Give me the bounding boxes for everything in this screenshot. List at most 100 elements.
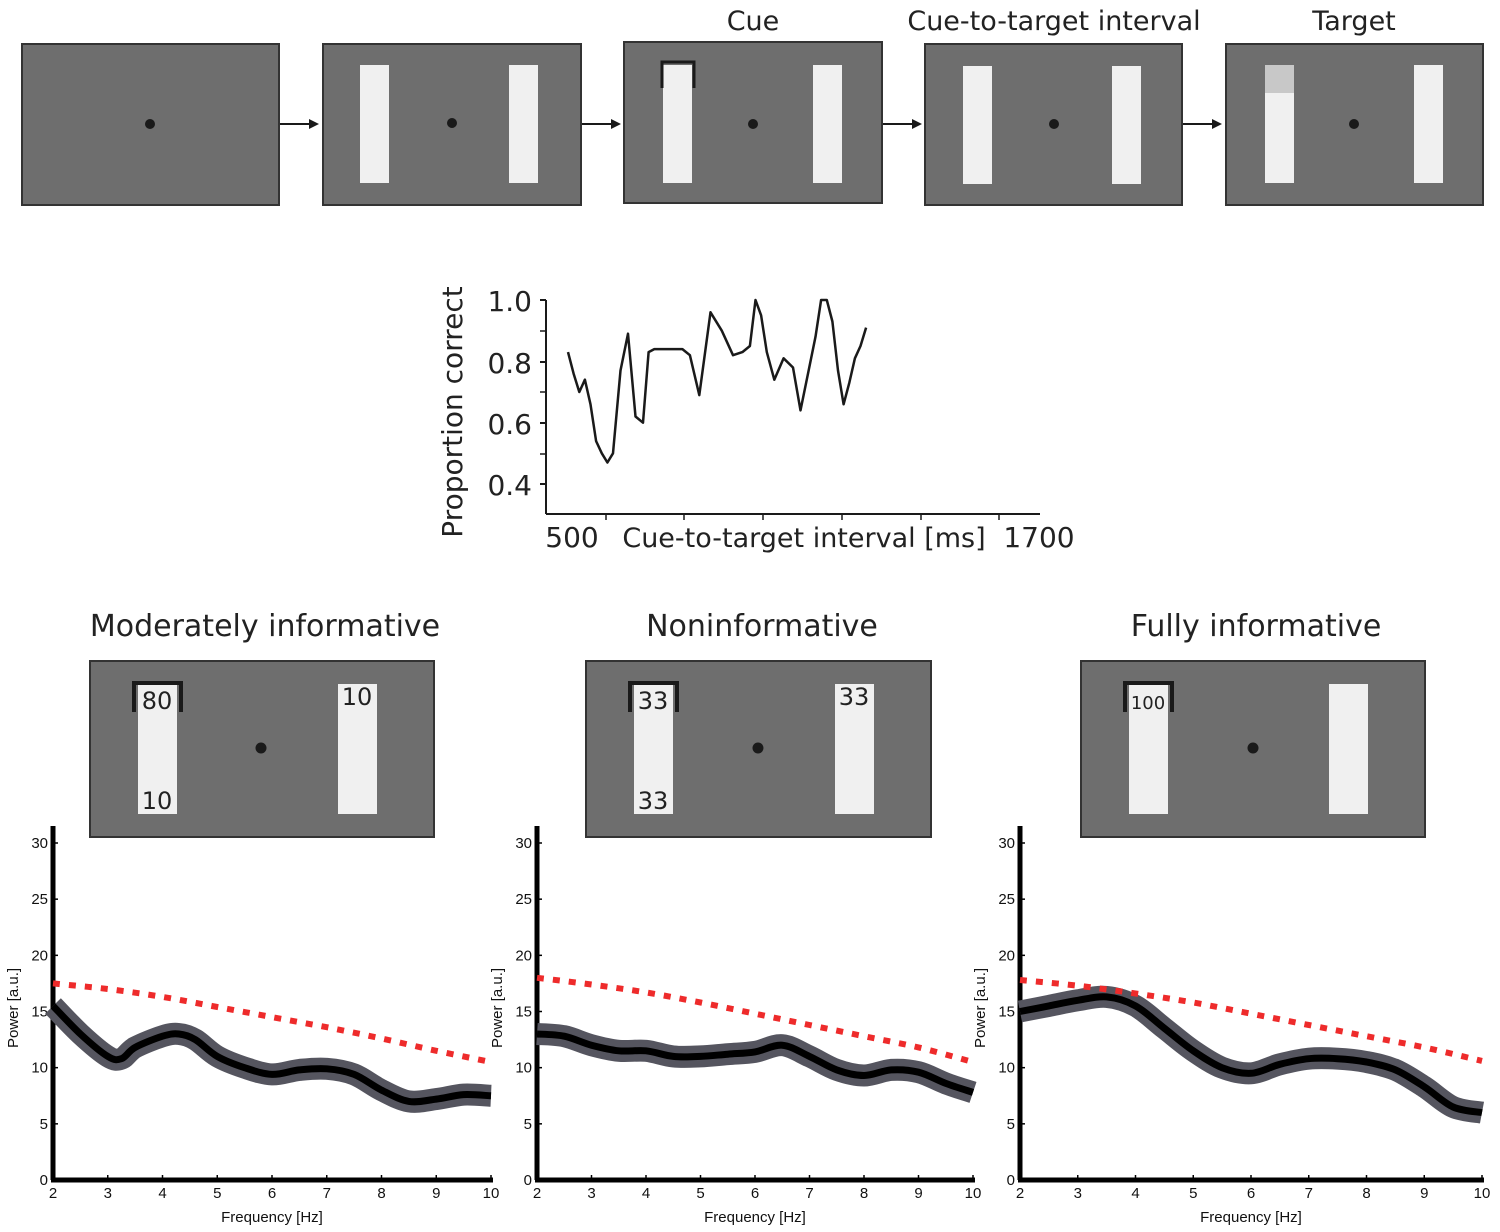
y-tick-label: 15 — [515, 1004, 532, 1021]
y-tick-label: 30 — [515, 835, 532, 852]
fixation-dot — [1049, 119, 1059, 129]
y-tick-label: 0 — [524, 1172, 532, 1189]
y-tick-label: 30 — [31, 835, 48, 852]
placeholder-right — [813, 65, 842, 183]
x-tick-label: 9 — [432, 1185, 440, 1202]
y-tick-label: 10 — [31, 1060, 48, 1077]
y-axis-label: Power [a.u.] — [5, 968, 22, 1048]
x-tick-left: 500 — [545, 521, 598, 554]
trial-sequence: Cue Cue-to-target interval Target — [21, 6, 1484, 206]
spectrum-panel-3: 0 5 10 15 20 25 30 2 3 4 5 6 7 8 9 10 Frequency [Hz] Powe… — [972, 826, 1490, 1226]
x-tick-label: 10 — [965, 1185, 982, 1202]
cued-top-probability: 100 — [1131, 693, 1165, 714]
x-tick-label: 5 — [213, 1185, 221, 1202]
x-tick-label: 2 — [533, 1185, 541, 1202]
condition-title-fully: Fully informative — [1131, 609, 1382, 644]
x-axis-label: Frequency [Hz] — [704, 1209, 806, 1226]
x-axis-label: Cue-to-target interval [ms] — [622, 523, 985, 554]
cue-bracket — [660, 60, 696, 88]
x-tick-label: 6 — [751, 1185, 759, 1202]
fixation-dot — [752, 742, 764, 754]
x-tick-label: 8 — [1362, 1185, 1370, 1202]
x-tick-label: 4 — [1131, 1185, 1139, 1202]
y-axis-label: Power [a.u.] — [972, 968, 989, 1048]
condition-title-noninformative: Noninformative — [646, 609, 878, 644]
x-ticks — [605, 514, 1000, 520]
x-tick-label: 5 — [1189, 1185, 1197, 1202]
y-tick-label: 1.0 — [487, 285, 532, 318]
spectrum-line — [50, 1003, 492, 1106]
x-tick-label: 2 — [1016, 1185, 1024, 1202]
condition-display-fully: 100 — [1080, 660, 1426, 838]
condition-title-moderate: Moderately informative — [90, 609, 440, 644]
cue-bracket — [1123, 681, 1174, 712]
fixation-dot — [748, 119, 758, 129]
frame-fixation — [21, 43, 280, 206]
placeholder-right — [338, 684, 377, 814]
uncued-top-probability: 33 — [839, 683, 870, 711]
x-tick-label: 8 — [377, 1185, 385, 1202]
placeholder-left — [963, 66, 992, 184]
spectrum-error-band — [45, 998, 492, 1113]
frame-placeholders — [322, 43, 582, 206]
y-tick-label: 5 — [524, 1116, 532, 1133]
placeholder-left — [663, 65, 692, 183]
x-tick-label: 3 — [104, 1185, 112, 1202]
cue-bracket — [132, 681, 183, 712]
x-tick-label: 6 — [1247, 1185, 1255, 1202]
x-tick-label: 8 — [860, 1185, 868, 1202]
placeholder-right — [835, 684, 874, 814]
behavior-plot: 1.0 0.8 0.6 0.4 Proportion correct 500 C… — [436, 285, 1075, 554]
x-tick-label: 7 — [1305, 1185, 1313, 1202]
spectrum-line — [1019, 993, 1483, 1117]
accuracy-line — [566, 298, 868, 464]
y-tick-label: 10 — [998, 1060, 1015, 1077]
spectrum-panel-1: 0 5 10 15 20 25 30 2 3 4 5 6 7 8 9 10 Frequency [Hz] Powe… — [5, 826, 499, 1226]
fixation-dot — [1349, 119, 1359, 129]
threshold-line — [536, 974, 974, 1065]
x-tick-right: 1700 — [1003, 521, 1074, 554]
placeholder-left — [634, 684, 673, 814]
y-tick-label: 20 — [515, 947, 532, 964]
cue-bracket — [628, 681, 679, 712]
y-tick-label: 0.8 — [487, 347, 532, 380]
fixation-dot — [255, 742, 267, 754]
spectrum-error-band — [1017, 985, 1485, 1124]
x-axis-label: Frequency [Hz] — [221, 1209, 323, 1226]
x-tick-label: 6 — [268, 1185, 276, 1202]
y-tick-label: 30 — [998, 835, 1015, 852]
x-tick-label: 10 — [483, 1185, 500, 1202]
y-tick-label: 10 — [515, 1060, 532, 1077]
x-tick-label: 9 — [1420, 1185, 1428, 1202]
y-tick-label: 15 — [998, 1004, 1015, 1021]
y-tick-label: 0.4 — [487, 469, 532, 502]
condition-display-noninformative: 33 33 33 — [585, 660, 932, 838]
cued-bottom-probability: 10 — [142, 787, 173, 815]
fixation-dot — [1247, 742, 1259, 754]
fixation-dot — [447, 118, 457, 128]
x-tick-label: 7 — [323, 1185, 331, 1202]
x-tick-label: 10 — [1474, 1185, 1491, 1202]
frame-target: Target — [1225, 6, 1484, 206]
target-patch — [1265, 65, 1294, 93]
frame-label-target: Target — [1311, 6, 1396, 37]
condition-display-moderate: 80 10 10 — [89, 660, 435, 838]
x-tick-label: 9 — [914, 1185, 922, 1202]
placeholder-right — [509, 65, 538, 183]
cued-bottom-probability: 33 — [638, 787, 669, 815]
y-axis-label: Proportion correct — [436, 286, 469, 537]
uncued-top-probability: 10 — [342, 683, 373, 711]
x-axis-label: Frequency [Hz] — [1200, 1209, 1302, 1226]
frame-interval: Cue-to-target interval — [907, 6, 1201, 206]
cued-top-probability: 80 — [142, 687, 173, 715]
x-tick-label: 4 — [642, 1185, 650, 1202]
frame-label-cue: Cue — [727, 6, 780, 37]
placeholder-left — [360, 65, 389, 183]
cued-top-probability: 33 — [638, 687, 669, 715]
y-tick-label: 25 — [515, 891, 532, 908]
y-tick-label: 20 — [31, 947, 48, 964]
y-tick-label: 25 — [998, 891, 1015, 908]
x-tick-label: 5 — [696, 1185, 704, 1202]
threshold-line — [52, 980, 492, 1065]
